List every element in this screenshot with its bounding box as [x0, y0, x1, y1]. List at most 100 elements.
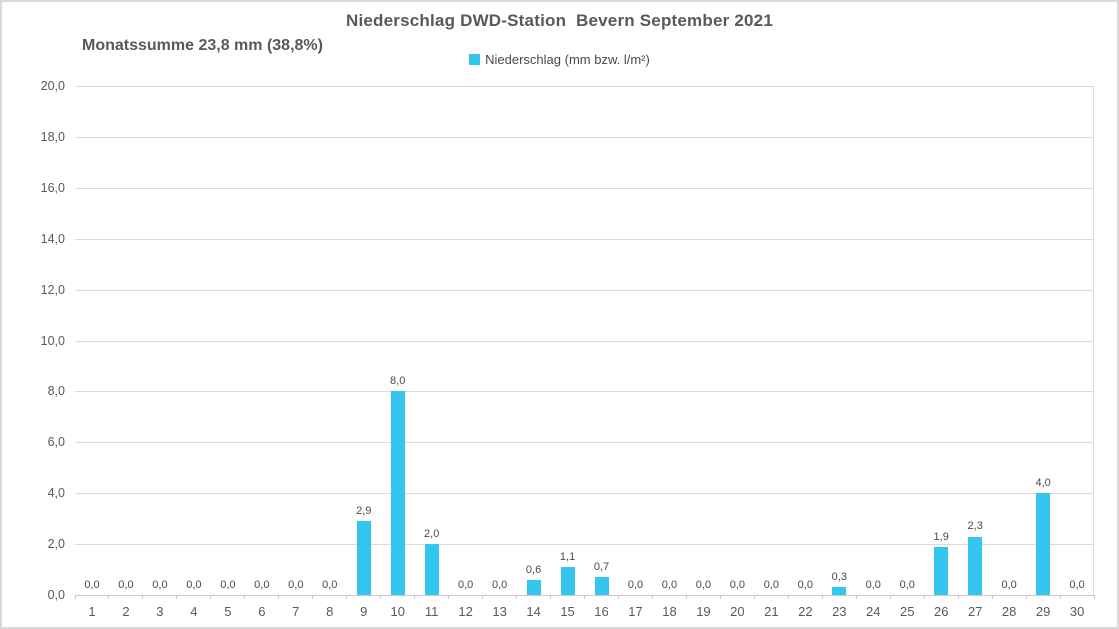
bar-value-label: 2,3 [967, 520, 983, 533]
bar-column: 4,0 29 [1026, 86, 1060, 619]
legend-series-label: Niederschlag (mm bzw. l/m²) [485, 51, 650, 67]
axis-tick [719, 595, 721, 599]
bar-column: 0,0 19 [686, 86, 720, 619]
x-axis-label: 29 [1035, 604, 1051, 619]
axis-tick [244, 595, 246, 599]
bar-value-label: 0,0 [220, 579, 236, 591]
bar-value-label: 0,0 [186, 579, 202, 591]
axis-tick [176, 595, 178, 599]
bar-value-label: 0,0 [254, 579, 270, 591]
x-axis-label: 26 [933, 604, 949, 619]
y-axis-label: 8,0 [47, 384, 65, 399]
grid-line [75, 544, 1094, 546]
y-axis-label: 0,0 [47, 588, 65, 602]
axis-tick [753, 595, 755, 599]
bar-value-label: 1,1 [559, 551, 576, 564]
bar-value-label: 0,0 [627, 579, 644, 591]
month-sum-annotation: Monatssumme 23,8 mm (38,8%) [82, 37, 323, 54]
bar-column: 0,0 5 [211, 86, 245, 619]
bar-columns: 0,0 1 0,0 2 0,0 3 0,0 4 0,0 5 0,0 6 0,0 7 0,0 8 2,9 9 8,0 1… [75, 86, 1094, 619]
y-axis-label: 14,0 [40, 231, 65, 246]
y-axis: 20,0 18,0 16,0 14,0 12,0 10,0 8,0 6,0 4,0 2,0 0,0 [2, 79, 65, 602]
axis-tick [278, 595, 280, 599]
bar-value-label: 1,9 [933, 530, 949, 543]
axis-tick [787, 595, 789, 599]
axis-tick [821, 595, 823, 599]
x-axis-label: 5 [224, 604, 232, 619]
x-axis-label: 24 [866, 604, 881, 619]
bar-column: 0,7 16 [585, 86, 619, 619]
plot-area: 0,0 1 0,0 2 0,0 3 0,0 4 0,0 5 0,0 6 0,0 7 0,0 8 2,9 9 8,0 1… [74, 86, 1095, 619]
bar-value-label: 2,0 [424, 528, 440, 541]
bar [390, 391, 405, 595]
axis-tick [957, 595, 959, 599]
axis-tick [74, 595, 76, 599]
axis-tick [991, 595, 993, 599]
bar-column: 2,9 9 [347, 86, 381, 619]
x-axis-label: 9 [360, 604, 368, 619]
bar-value-label: 0,0 [1001, 579, 1017, 591]
bar-column: 0,0 8 [313, 86, 347, 619]
bar-value-label: 0,0 [1069, 579, 1085, 591]
x-axis-label: 15 [560, 604, 575, 619]
y-axis-label: 2,0 [47, 537, 65, 552]
y-axis-label: 6,0 [47, 435, 65, 450]
y-axis-label: 16,0 [40, 180, 65, 195]
y-axis-label: 20,0 [40, 79, 65, 93]
bar-value-label: 0,0 [118, 579, 134, 591]
plot-right-border [1093, 86, 1094, 595]
legend-marker-icon [469, 53, 481, 65]
chart-title: Niederschlag DWD-Station Bevern Septembe… [346, 11, 773, 30]
bar [934, 546, 949, 595]
x-axis-label: 1 [88, 604, 96, 619]
axis-tick [380, 595, 382, 599]
grid-line [75, 136, 1094, 138]
bar-column: 8,0 10 [381, 86, 415, 619]
x-axis-label: 30 [1069, 604, 1085, 619]
x-axis-label: 3 [156, 604, 164, 619]
bar-column: 1,9 26 [924, 86, 958, 619]
bar-column: 0,0 7 [279, 86, 313, 619]
x-axis-label: 22 [798, 604, 813, 619]
bar-column: 0,6 14 [517, 86, 551, 619]
bar [594, 577, 609, 595]
axis-tick [685, 595, 687, 599]
bar-column: 2,3 27 [958, 86, 992, 619]
bar-value-label: 0,0 [152, 579, 168, 591]
bar-column: 0,0 24 [856, 86, 890, 619]
axis-tick [108, 595, 110, 599]
axis-tick [142, 595, 144, 599]
axis-tick [550, 595, 552, 599]
x-axis-label: 4 [190, 604, 198, 619]
axis-tick [617, 595, 619, 599]
bar-value-label: 0,0 [457, 579, 474, 591]
bar-value-label: 0,0 [695, 579, 712, 591]
bar-column: 0,0 4 [177, 86, 211, 619]
bar-value-label: 0,0 [322, 579, 338, 591]
axis-tick [1093, 595, 1095, 599]
bar-value-label: 4,0 [1035, 477, 1051, 490]
grid-line [75, 442, 1094, 444]
axis-tick [346, 595, 348, 599]
bar-column: 0,0 21 [754, 86, 788, 619]
axis-tick [889, 595, 891, 599]
x-axis-label: 16 [594, 604, 609, 619]
grid-line [75, 187, 1094, 189]
x-axis-label: 13 [492, 604, 507, 619]
bar-column: 0,0 22 [788, 86, 822, 619]
axis-tick [312, 595, 314, 599]
bar [356, 521, 371, 595]
axis-tick [1025, 595, 1027, 599]
axis-tick [210, 595, 212, 599]
x-axis-label: 27 [967, 604, 983, 619]
bar-column: 0,3 23 [822, 86, 856, 619]
x-axis-label: 8 [326, 604, 334, 619]
bar [424, 544, 439, 595]
bar-value-label: 0,7 [593, 561, 610, 574]
bar-column: 0,0 25 [890, 86, 924, 619]
x-axis-label: 11 [424, 604, 439, 619]
bar-value-label: 0,0 [491, 579, 508, 591]
bar-column: 2,0 11 [415, 86, 449, 619]
bar-value-label: 0,0 [84, 579, 100, 591]
grid-line [75, 493, 1094, 495]
